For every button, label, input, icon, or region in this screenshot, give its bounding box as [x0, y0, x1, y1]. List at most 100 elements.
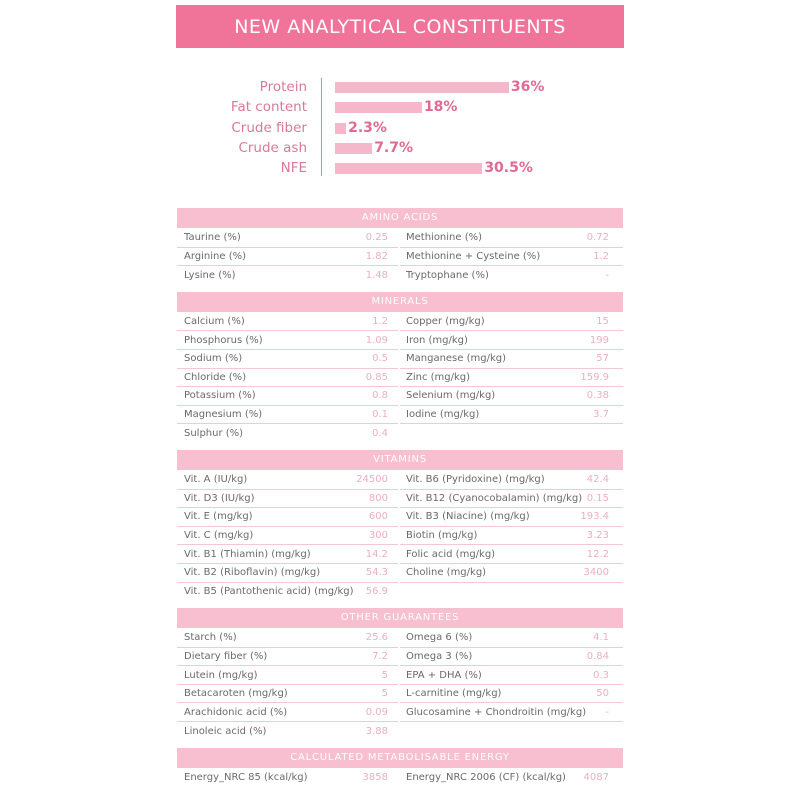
table-row: Sodium (%) 0.5 [177, 350, 398, 369]
table-row: Vit. B1 (Thiamin) (mg/kg) 14.2 [177, 545, 398, 564]
nutrient-name: Tryptophane (%) [406, 269, 489, 281]
table-row: Glucosamine + Chondroitin (mg/kg) - [400, 703, 623, 723]
bar-value-label: 7.7% [374, 139, 414, 156]
nutrient-value: 1.2 [593, 250, 609, 262]
table-row: Omega 6 (%) 4.1 [400, 629, 623, 648]
nutrient-value: 57 [596, 353, 609, 365]
table-row: Energy_NRC 2006 (CF) (kcal/kg) 4087 [400, 769, 623, 788]
right-column: Energy_NRC 2006 (CF) (kcal/kg) 4087 [400, 768, 623, 788]
table-row: Iron (mg/kg) 199 [400, 331, 623, 350]
bar-label: NFE [280, 160, 307, 177]
nutrient-name: Phosphorus (%) [184, 334, 263, 346]
nutrient-value: 50 [596, 688, 609, 700]
bar-label: Crude fiber [231, 119, 307, 136]
nutrient-value: 54.3 [365, 567, 388, 579]
table-row: Omega 3 (%) 0.84 [400, 648, 623, 667]
nutrient-name: Copper (mg/kg) [406, 316, 485, 328]
nutrient-value: 14.2 [365, 548, 388, 560]
nutrient-name: EPA + DHA (%) [406, 669, 482, 681]
bar [335, 163, 483, 175]
nutrient-value: 3400 [583, 567, 609, 579]
nutrient-value: 15 [596, 316, 609, 328]
table-row: EPA + DHA (%) 0.3 [400, 666, 623, 685]
nutrient-value: 25.6 [365, 632, 388, 644]
nutrient-name: Calcium (%) [184, 316, 245, 328]
left-column: Calcium (%) 1.2 Phosphorus (%) 1.09 Sodium (… [177, 312, 400, 443]
nutrient-name: Taurine (%) [184, 232, 241, 244]
nutrient-value: 0.8 [372, 390, 388, 402]
nutrient-name: Vit. B2 (Riboflavin) (mg/kg) [184, 567, 321, 579]
table-row: Methionine + Cysteine (%) 1.2 [400, 248, 623, 267]
nutrient-name: Vit. B3 (Niacine) (mg/kg) [406, 511, 530, 523]
section-header: CALCULATED METABOLISABLE ENERGY [177, 747, 623, 768]
section-minerals: MINERALS Calcium (%) 1.2 Phosphorus (%) 1.09… [177, 291, 623, 443]
nutrient-value: 193.4 [580, 511, 609, 523]
nutrient-value: 0.25 [365, 232, 388, 244]
table-row: Calcium (%) 1.2 [177, 313, 398, 332]
table-row: Manganese (mg/kg) 57 [400, 350, 623, 369]
table-row: Linoleic acid (%) 3.88 [177, 722, 398, 741]
left-column: Energy_NRC 85 (kcal/kg) 3858 [177, 768, 400, 788]
section-header: VITAMINS [177, 449, 623, 470]
nutrient-value: 159.9 [580, 371, 609, 383]
table-row: Vit. E (mg/kg) 600 [177, 508, 398, 527]
table-row: Arginine (%) 1.82 [177, 248, 398, 267]
page-title: NEW ANALYTICAL CONSTITUENTS [176, 5, 624, 48]
nutrient-name: Energy_NRC 85 (kcal/kg) [184, 772, 308, 784]
nutrient-name: Vit. B1 (Thiamin) (mg/kg) [184, 548, 311, 560]
bar [335, 122, 347, 134]
nutrient-name: Omega 3 (%) [406, 650, 473, 662]
table-row: Vit. B2 (Riboflavin) (mg/kg) 54.3 [177, 564, 398, 583]
table-row: Starch (%) 25.6 [177, 629, 398, 648]
table-row: Vit. D3 (IU/kg) 800 [177, 490, 398, 509]
nutrient-name: L-carnitine (mg/kg) [406, 688, 502, 700]
nutrient-value: 600 [368, 511, 388, 523]
bar [335, 102, 422, 114]
section-header: MINERALS [177, 291, 623, 312]
table-row: Vit. B3 (Niacine) (mg/kg) 193.4 [400, 508, 623, 527]
nutrient-name: Starch (%) [184, 632, 237, 644]
nutrient-value: 12.2 [586, 548, 609, 560]
nutrient-value: 3.23 [586, 530, 609, 542]
table-row: Choline (mg/kg) 3400 [400, 564, 623, 583]
table-row: Magnesium (%) 0.1 [177, 406, 398, 425]
nutrient-value: 0.3 [593, 669, 609, 681]
nutrient-value: - [605, 269, 609, 281]
nutrient-value: 56.9 [365, 586, 388, 598]
table-row: Biotin (mg/kg) 3.23 [400, 527, 623, 546]
nutrient-value: 0.15 [586, 492, 609, 504]
nutrient-value: 0.85 [365, 371, 388, 383]
table-row: Tryptophane (%) - [400, 266, 623, 285]
table-row: Vit. B6 (Pyridoxine) (mg/kg) 42.4 [400, 471, 623, 490]
bar-value-label: 18% [423, 99, 458, 116]
nutrient-value: 0.09 [365, 706, 388, 718]
left-column: Taurine (%) 0.25 Arginine (%) 1.82 Lysine (%… [177, 228, 400, 285]
nutrient-value: 199 [589, 334, 609, 346]
nutrient-value: 24500 [356, 474, 388, 486]
table-row: Copper (mg/kg) 15 [400, 313, 623, 332]
table-row: Chloride (%) 0.85 [177, 369, 398, 388]
nutrient-name: Iodine (mg/kg) [406, 409, 480, 421]
table-row: Phosphorus (%) 1.09 [177, 331, 398, 350]
table-row: Dietary fiber (%) 7.2 [177, 648, 398, 667]
nutrient-name: Manganese (mg/kg) [406, 353, 506, 365]
table-row: Iodine (mg/kg) 3.7 [400, 406, 623, 425]
nutrient-name: Magnesium (%) [184, 409, 263, 421]
nutrient-value: 0.1 [372, 409, 388, 421]
table-row: Taurine (%) 0.25 [177, 229, 398, 248]
nutrient-value: 7.2 [372, 650, 388, 662]
right-column: Copper (mg/kg) 15 Iron (mg/kg) 199 Manganese… [400, 312, 623, 443]
nutrient-value: 800 [368, 492, 388, 504]
table-row: Vit. A (IU/kg) 24500 [177, 471, 398, 490]
nutrient-name: Potassium (%) [184, 390, 256, 402]
nutrient-name: Sodium (%) [184, 353, 243, 365]
chart-divider [321, 78, 322, 176]
nutrient-value: 0.4 [372, 428, 388, 440]
nutrient-name: Linoleic acid (%) [184, 725, 267, 737]
nutrient-name: Vit. B5 (Pantothenic acid) (mg/kg) [184, 586, 354, 598]
nutrient-value: 0.72 [586, 232, 609, 244]
nutrient-name: Methionine (%) [406, 232, 483, 244]
nutrient-name: Dietary fiber (%) [184, 650, 268, 662]
bar-label: Protein [259, 79, 307, 95]
nutrient-name: Vit. C (mg/kg) [184, 530, 254, 542]
